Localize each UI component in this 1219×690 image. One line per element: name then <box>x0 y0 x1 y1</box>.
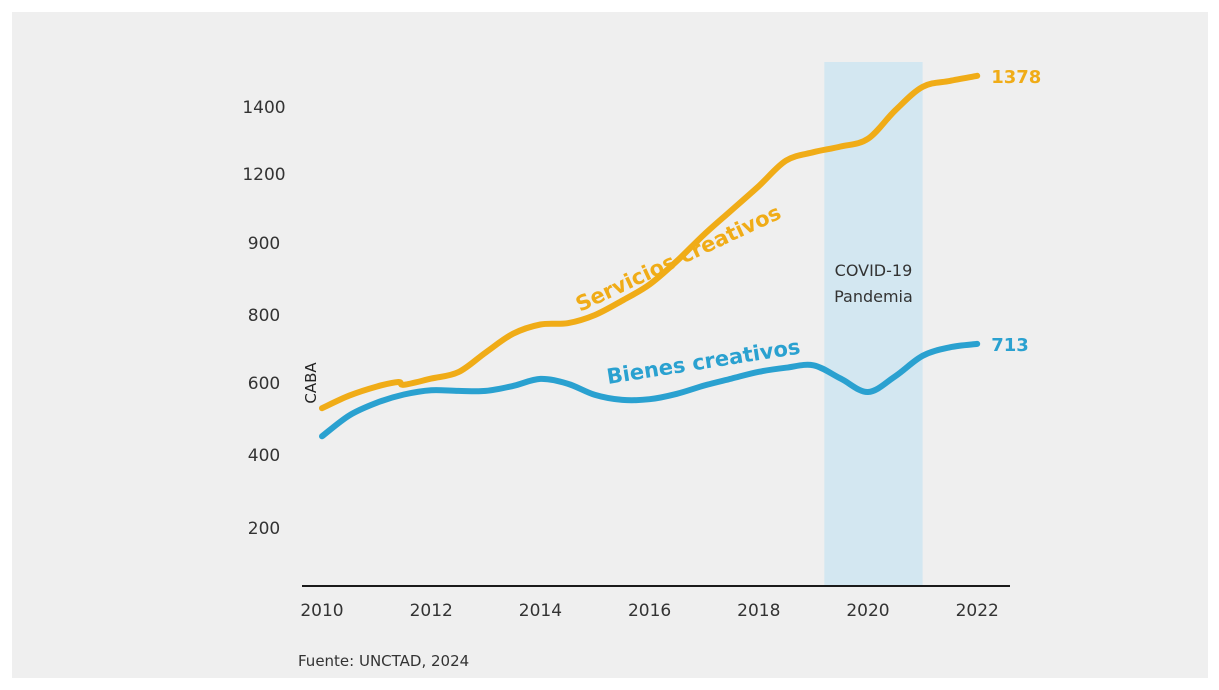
source-note: Fuente: UNCTAD, 2024 <box>298 652 470 670</box>
x-tick-label: 2018 <box>737 601 780 621</box>
x-tick-label: 2020 <box>846 601 889 621</box>
series-label-servicios-creativos: Servicios creativos <box>572 200 785 316</box>
x-tick-label: 2012 <box>410 601 453 621</box>
covid-band-label-line1: COVID-19 <box>835 261 913 280</box>
covid-band-label-line2: Pandemia <box>834 287 913 306</box>
chart-panel <box>12 12 1208 678</box>
x-tick-label: 2014 <box>519 601 562 621</box>
y-tick-label: 900 <box>248 234 280 254</box>
end-value-label-servicios-creativos: 1378 <box>991 67 1041 88</box>
y-tick-label: 1400 <box>242 98 285 118</box>
series-line-bienes-creativos <box>319 340 981 440</box>
end-value-label-bienes-creativos: 713 <box>991 335 1029 356</box>
x-tick-label: 2010 <box>300 601 343 621</box>
y-tick-label: 400 <box>248 446 280 466</box>
y-tick-label: 600 <box>248 374 280 394</box>
y-tick-label: 1200 <box>242 165 285 185</box>
series-label-bienes-creativos: Bienes creativos <box>605 335 802 389</box>
x-tick-label: 2016 <box>628 601 671 621</box>
covid-band <box>824 62 923 586</box>
series-line-servicios-creativos <box>319 72 981 412</box>
y-tick-label: 200 <box>248 519 280 539</box>
y-tick-label: 800 <box>248 306 280 326</box>
y-axis-label: CABA <box>302 362 320 404</box>
x-tick-label: 2022 <box>956 601 999 621</box>
